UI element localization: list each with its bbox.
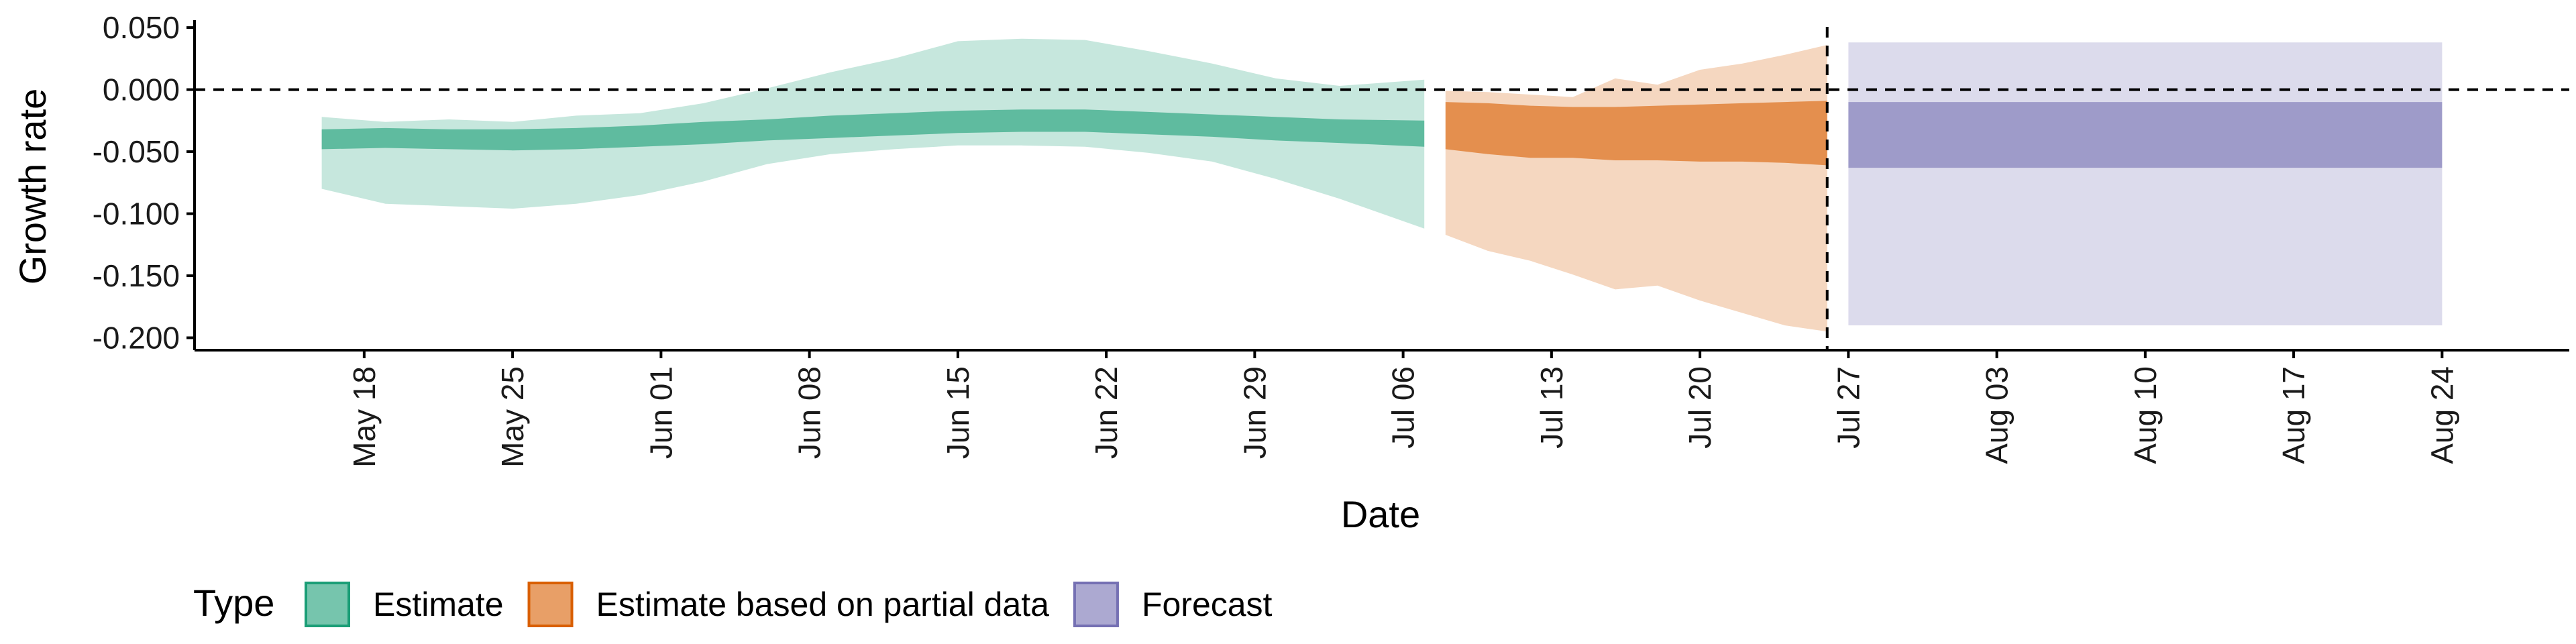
legend-swatch-estimate-based-on-partial-data [527,582,574,627]
x-tick-label: Jul 20 [1682,366,1717,449]
band-outer-estimate-based-on-partial-data [1445,45,1827,332]
legend-title: Type [193,582,274,624]
x-axis-title: Date [1341,493,1420,535]
legend-swatch-forecast [1073,582,1119,627]
x-tick-label: Aug 24 [2424,366,2459,464]
y-tick-label: -0.200 [93,321,180,356]
band-inner-estimate [321,109,1425,151]
legend-label-estimate: Estimate [373,586,504,623]
y-tick-label: -0.100 [93,197,180,231]
band-inner-forecast [1848,102,2443,168]
legend-label-forecast: Forecast [1142,586,1273,623]
band-inner-estimate-based-on-partial-data [1445,101,1827,166]
series-bands [321,38,2443,332]
x-tick-label: Jun 08 [792,366,827,459]
y-tick-label: 0.000 [103,72,180,107]
x-tick-label: Jun 15 [941,366,975,459]
x-tick-label: Jun 22 [1089,366,1124,459]
x-tick-label: Jun 01 [643,366,678,459]
legend-label-estimate-based-on-partial-data: Estimate based on partial data [596,586,1050,623]
legend: Type Estimate Estimate based on partial d… [193,582,1273,627]
x-tick-label: May 25 [495,366,530,468]
y-tick-label: -0.150 [93,258,180,293]
reference-lines [195,27,2569,350]
x-tick-label: Jul 06 [1386,366,1421,449]
y-tick-label: 0.050 [103,10,180,45]
x-tick-label: Aug 10 [2128,366,2163,464]
x-tick-label: Aug 17 [2276,366,2311,464]
legend-swatch-estimate [305,582,350,627]
x-tick-label: Jul 27 [1831,366,1866,449]
tick-labels: 0.050 0.000 -0.050 -0.100 -0.150 -0.200 May 18… [93,10,2460,468]
x-tick-label: Aug 03 [1980,366,2015,464]
x-tick-label: Jul 13 [1534,366,1569,449]
axes [193,20,2569,352]
y-tick-label: -0.050 [93,134,180,169]
y-axis-title: Growth rate [11,89,54,285]
band-outer-forecast [1848,42,2443,326]
x-tick-label: May 18 [347,366,382,468]
x-tick-label: Jun 29 [1237,366,1272,459]
